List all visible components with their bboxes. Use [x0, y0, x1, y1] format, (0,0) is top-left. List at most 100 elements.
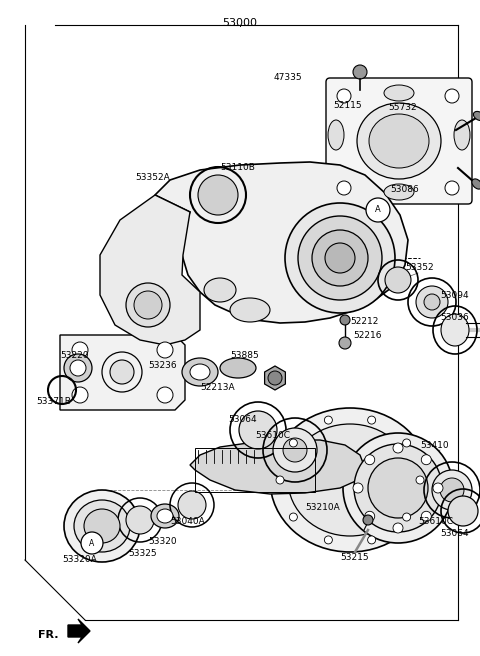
Ellipse shape	[273, 428, 317, 472]
Text: 53210A: 53210A	[305, 504, 340, 512]
Circle shape	[445, 89, 459, 103]
Text: A: A	[89, 539, 95, 548]
Circle shape	[268, 371, 282, 385]
Circle shape	[157, 342, 173, 358]
Circle shape	[134, 291, 162, 319]
Circle shape	[363, 515, 373, 525]
Ellipse shape	[384, 184, 414, 200]
Ellipse shape	[288, 424, 412, 536]
Polygon shape	[190, 440, 365, 494]
Ellipse shape	[454, 120, 470, 150]
Circle shape	[126, 283, 170, 327]
Ellipse shape	[74, 500, 130, 552]
Ellipse shape	[432, 470, 472, 510]
Ellipse shape	[416, 286, 448, 318]
Ellipse shape	[270, 408, 430, 552]
Circle shape	[365, 455, 375, 464]
Polygon shape	[60, 335, 185, 410]
Ellipse shape	[151, 504, 179, 528]
Text: 53094: 53094	[440, 291, 468, 300]
Ellipse shape	[298, 216, 382, 300]
Ellipse shape	[354, 444, 442, 532]
Ellipse shape	[230, 298, 270, 322]
Ellipse shape	[204, 278, 236, 302]
Circle shape	[416, 476, 424, 484]
Text: 53410: 53410	[420, 440, 449, 449]
Text: 52115: 52115	[333, 102, 361, 110]
Circle shape	[337, 89, 351, 103]
Circle shape	[110, 360, 134, 384]
Text: 53885: 53885	[230, 352, 259, 361]
Text: 53236: 53236	[148, 361, 177, 371]
Text: 53064: 53064	[228, 415, 257, 424]
Text: 53352: 53352	[405, 264, 433, 272]
Circle shape	[393, 523, 403, 533]
Bar	[195, 448, 315, 492]
Text: 53220: 53220	[60, 350, 88, 359]
Text: 53352A: 53352A	[135, 173, 170, 182]
FancyBboxPatch shape	[326, 78, 472, 204]
Circle shape	[157, 387, 173, 403]
Text: 47335: 47335	[274, 73, 302, 81]
Ellipse shape	[343, 433, 453, 543]
Circle shape	[366, 198, 390, 222]
Text: 53086: 53086	[390, 186, 419, 194]
Ellipse shape	[157, 509, 173, 523]
Polygon shape	[155, 162, 408, 323]
Ellipse shape	[239, 411, 277, 449]
Text: 53110B: 53110B	[220, 163, 255, 173]
Ellipse shape	[178, 491, 206, 519]
Polygon shape	[264, 366, 286, 390]
Ellipse shape	[84, 509, 120, 543]
Text: A: A	[375, 205, 381, 215]
Text: FR.: FR.	[38, 630, 59, 640]
Ellipse shape	[473, 112, 480, 121]
Circle shape	[276, 476, 284, 484]
Ellipse shape	[190, 364, 210, 380]
Circle shape	[324, 416, 332, 424]
Circle shape	[445, 181, 459, 195]
Text: 52213A: 52213A	[200, 384, 235, 392]
Text: 53371B: 53371B	[36, 398, 71, 407]
Text: 53325: 53325	[128, 550, 156, 558]
Ellipse shape	[440, 478, 464, 502]
Text: 52216: 52216	[353, 331, 382, 340]
Circle shape	[365, 511, 375, 522]
Ellipse shape	[220, 358, 256, 378]
Ellipse shape	[369, 114, 429, 168]
Circle shape	[403, 513, 410, 521]
Ellipse shape	[325, 243, 355, 273]
Circle shape	[421, 455, 432, 464]
Ellipse shape	[472, 179, 480, 189]
Text: 53064: 53064	[440, 529, 468, 539]
Circle shape	[289, 439, 298, 447]
Ellipse shape	[64, 490, 140, 562]
Circle shape	[368, 416, 376, 424]
Ellipse shape	[312, 230, 368, 286]
Text: 53040A: 53040A	[170, 518, 205, 527]
Text: 55732: 55732	[388, 102, 417, 112]
Circle shape	[324, 536, 332, 544]
Ellipse shape	[283, 438, 307, 462]
Circle shape	[81, 532, 103, 554]
Ellipse shape	[448, 496, 478, 526]
Circle shape	[340, 315, 350, 325]
Circle shape	[64, 354, 92, 382]
Circle shape	[70, 360, 86, 376]
Circle shape	[72, 342, 88, 358]
Ellipse shape	[368, 458, 428, 518]
Text: 53610C: 53610C	[255, 430, 290, 440]
Text: 53000: 53000	[223, 18, 257, 28]
Circle shape	[433, 483, 443, 493]
Circle shape	[337, 181, 351, 195]
Circle shape	[368, 536, 376, 544]
Polygon shape	[100, 195, 200, 345]
Text: 53320: 53320	[148, 537, 177, 546]
Circle shape	[393, 443, 403, 453]
Ellipse shape	[385, 267, 411, 293]
Circle shape	[339, 337, 351, 349]
Ellipse shape	[328, 120, 344, 150]
Polygon shape	[68, 619, 90, 643]
Text: 53320A: 53320A	[62, 556, 97, 565]
Text: 53610C: 53610C	[418, 518, 453, 527]
